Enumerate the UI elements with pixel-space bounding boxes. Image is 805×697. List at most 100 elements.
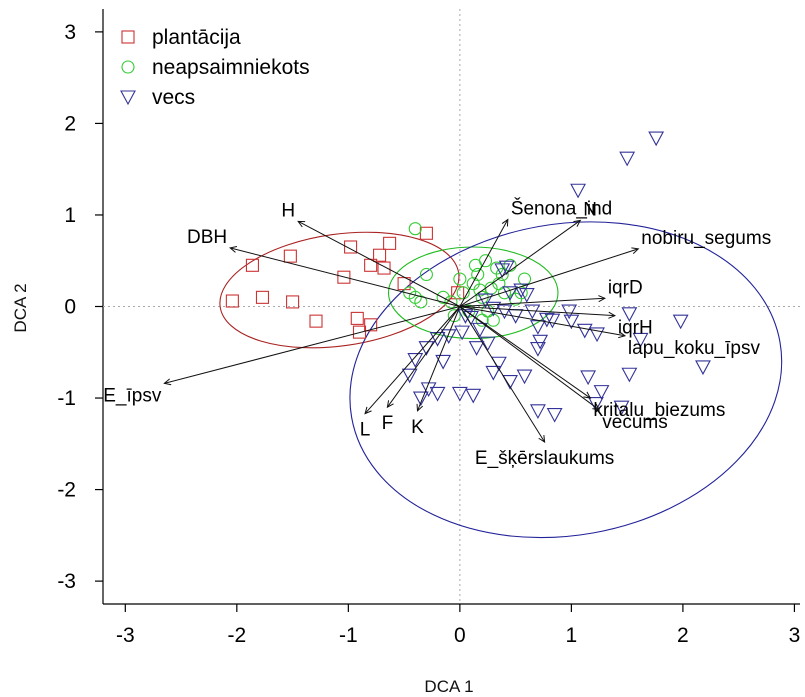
vector-label: H <box>281 200 295 221</box>
point-vecs <box>429 386 446 402</box>
point-plantācija <box>350 311 364 325</box>
point-vecs <box>576 323 593 339</box>
x-tick-label: 0 <box>454 624 466 647</box>
ellipse-vecs <box>349 221 783 539</box>
vector-label: K <box>411 417 424 438</box>
ellipses-layer <box>219 221 783 539</box>
point-vecs <box>530 404 546 420</box>
axes-layer: -3 -2 -1 0 1 2 3 -3 -2 -1 0 1 2 3 <box>57 21 800 647</box>
vector-label: L <box>360 420 371 441</box>
point-vecs <box>485 365 502 381</box>
point-neapsaimniekots <box>466 277 480 291</box>
point-vecs <box>561 304 578 320</box>
ellipse-neapsaimniekots <box>387 246 559 340</box>
point-neapsaimniekots <box>447 309 461 323</box>
vector-label: E_šķērslaukums <box>475 448 614 469</box>
vector-arrowhead <box>618 331 627 339</box>
point-vecs <box>648 131 665 147</box>
point-plantācija <box>344 240 358 254</box>
vector-arrow <box>459 306 615 317</box>
point-vecs <box>524 304 541 320</box>
point-vecs <box>496 304 513 320</box>
vector-arrowhead <box>364 406 372 415</box>
vector-arrow <box>297 220 461 307</box>
vector-label: DBH <box>187 227 227 248</box>
point-vecs <box>513 283 530 299</box>
legend-marker <box>121 30 135 44</box>
point-plantācija <box>419 226 433 240</box>
point-vecs <box>412 391 429 407</box>
y-axis-title: DCA 2 <box>11 283 30 332</box>
point-vecs <box>621 307 638 322</box>
x-tick-label: 1 <box>566 624 578 647</box>
point-vecs <box>544 313 561 329</box>
vector-arrow <box>386 306 461 408</box>
vector-arrow <box>459 306 546 443</box>
point-vecs <box>589 327 605 343</box>
y-tick-label: -3 <box>57 570 76 593</box>
vector-arrow <box>417 306 461 412</box>
vector-label: N <box>583 199 597 220</box>
vector-arrowhead <box>608 311 617 319</box>
x-tick-label: 3 <box>789 624 801 647</box>
vector-label: kritalu_biezums <box>593 400 725 421</box>
point-plantācija <box>373 248 387 262</box>
point-vecs <box>457 309 474 324</box>
vector-arrowhead <box>598 295 606 303</box>
point-vecs <box>468 341 485 356</box>
vector-label: E_īpsv <box>103 385 162 406</box>
point-neapsaimniekots <box>444 295 458 309</box>
legend-label: neapsaimniekots <box>152 56 310 79</box>
point-vecs <box>472 322 488 338</box>
point-vecs <box>632 332 649 348</box>
point-vecs <box>498 260 515 276</box>
point-vecs <box>518 288 535 303</box>
vector-label: iqrD <box>608 277 643 298</box>
vector-arrowhead <box>163 378 172 386</box>
point-vecs <box>407 353 424 368</box>
legend-marker <box>120 90 136 106</box>
vector-arrowhead <box>592 403 601 411</box>
point-vecs <box>570 183 586 199</box>
point-plantācija <box>451 286 465 300</box>
x-tick-label: -3 <box>116 624 135 647</box>
y-tick-label: -2 <box>57 479 76 502</box>
vector-arrow <box>364 306 461 414</box>
y-tick-label: -1 <box>57 387 76 410</box>
vector-arrow <box>459 306 626 337</box>
point-vecs <box>440 329 457 344</box>
vector-arrowhead <box>297 220 306 228</box>
point-plantācija <box>309 314 323 328</box>
point-neapsaimniekots <box>495 267 509 282</box>
point-vecs <box>502 286 518 301</box>
point-vecs <box>477 293 494 309</box>
point-vecs <box>580 370 597 386</box>
point-vecs <box>538 312 555 328</box>
point-vecs <box>593 385 610 400</box>
point-vecs <box>530 342 546 357</box>
y-tick-label: 2 <box>64 112 76 135</box>
points-layer <box>225 131 711 423</box>
legend-label: vecs <box>152 86 195 109</box>
point-neapsaimniekots <box>453 272 467 286</box>
reference-lines <box>103 9 800 604</box>
point-plantācija <box>283 249 297 263</box>
point-vecs <box>516 369 533 385</box>
vector-arrowhead <box>573 219 582 227</box>
point-vecs <box>563 314 580 330</box>
point-vecs <box>672 314 689 330</box>
point-plantācija <box>337 270 351 284</box>
point-vecs <box>613 400 630 416</box>
point-vecs <box>479 336 496 352</box>
vector-arrow <box>459 306 591 399</box>
y-tick-label: 3 <box>64 21 76 44</box>
vector-label: nobiru_segums <box>641 228 771 249</box>
vector-arrowhead <box>631 247 640 255</box>
vector-arrowhead <box>501 218 509 227</box>
point-plantācija <box>377 261 391 275</box>
point-neapsaimniekots <box>475 313 489 327</box>
point-vecs <box>401 368 418 384</box>
vector-arrow <box>459 297 605 307</box>
